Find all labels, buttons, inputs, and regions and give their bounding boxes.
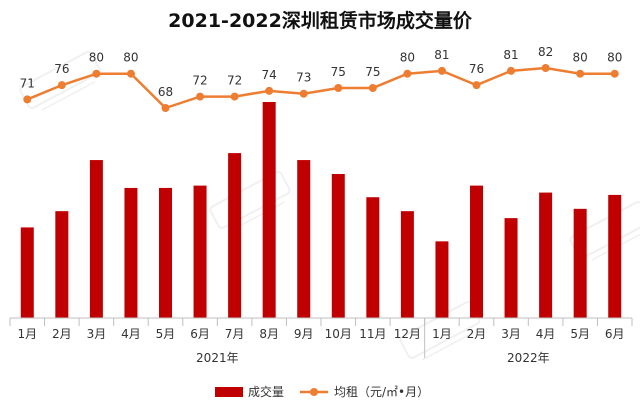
line-point [368, 84, 377, 92]
bar [504, 218, 518, 318]
x-tick-label: 12月 [394, 327, 421, 341]
line-data-label: 82 [538, 45, 553, 59]
bar [573, 208, 587, 318]
line-point [196, 92, 205, 101]
x-tick-label: 7月 [225, 327, 245, 341]
bar [435, 241, 449, 318]
legend-swatch-bar [215, 387, 243, 397]
watermark-mark [209, 171, 291, 229]
line-data-label: 80 [400, 51, 415, 65]
x-tick-label: 2月 [467, 327, 487, 341]
bar [608, 194, 622, 318]
line-point [92, 69, 101, 78]
line-point [437, 66, 446, 75]
line-point [610, 69, 619, 78]
year-group-label: 2021年 [196, 351, 239, 365]
line-point [126, 69, 135, 78]
bar [159, 187, 172, 318]
line-data-label: 72 [192, 74, 207, 88]
bar [400, 211, 414, 318]
bar [262, 102, 276, 318]
line-data-label: 75 [365, 65, 380, 79]
x-tick-label: 8月 [259, 327, 279, 341]
line-data-label: 80 [573, 51, 588, 65]
bar [20, 227, 34, 318]
x-tick-label: 1月 [432, 327, 452, 341]
x-tick-label: 5月 [156, 327, 176, 341]
line-data-label: 81 [503, 48, 518, 62]
line-data-label: 80 [89, 51, 104, 65]
x-tick-label: 1月 [17, 327, 37, 341]
line-data-label: 81 [434, 48, 449, 62]
line-data-label: 76 [54, 62, 69, 76]
x-tick-label: 6月 [190, 327, 210, 341]
bar [89, 160, 103, 318]
line-data-label: 80 [123, 51, 138, 65]
bar [366, 197, 380, 318]
watermark-underline [421, 331, 476, 361]
x-tick-label: 2月 [52, 327, 72, 341]
chart-title: 2021-2022深圳租赁市场成交量价 [168, 10, 472, 32]
line-point [161, 104, 170, 112]
line-point [57, 81, 66, 90]
line-point [507, 66, 516, 75]
series-line [26, 66, 615, 110]
bar [124, 187, 138, 318]
line-point [230, 92, 239, 101]
line-point [403, 69, 412, 78]
line-point [265, 86, 274, 95]
legend-label-bar: 成交量 [248, 384, 284, 399]
line-data-label: 72 [227, 74, 242, 88]
bar [539, 192, 553, 318]
x-tick-label: 5月 [570, 327, 590, 341]
x-tick-label: 3月 [501, 327, 521, 341]
line-data-label: 76 [469, 62, 484, 76]
bar [331, 174, 345, 318]
line-data-label: 80 [607, 51, 622, 65]
watermark-underline [41, 81, 96, 111]
line-data-label: 68 [158, 85, 173, 99]
x-tick-label: 4月 [536, 327, 556, 341]
x-tick-label: 6月 [605, 327, 625, 341]
bar [228, 153, 242, 318]
x-tick-label: 10月 [325, 327, 352, 341]
line-data-label: 75 [331, 65, 346, 79]
line-point [334, 84, 343, 92]
line-data-label: 71 [20, 76, 35, 90]
x-tick-label: 3月 [87, 327, 107, 341]
line-point [541, 64, 550, 72]
line-point [576, 69, 585, 78]
legend-label-line: 均租（元/㎡•月） [334, 385, 429, 399]
line-data-label: 73 [296, 71, 311, 85]
bar [470, 185, 483, 318]
bar [297, 160, 311, 318]
line-point [23, 95, 32, 104]
x-tick-label: 9月 [294, 327, 314, 341]
bar [193, 185, 207, 318]
line-point [299, 89, 308, 98]
line-point [472, 81, 481, 90]
line-data-label: 74 [262, 68, 277, 82]
watermark-logo [209, 171, 291, 231]
x-tick-label: 11月 [359, 327, 386, 341]
bar [55, 211, 69, 318]
year-group-label: 2022年 [507, 351, 550, 365]
legend-swatch-marker [310, 388, 318, 396]
x-tick-label: 4月 [121, 327, 141, 341]
